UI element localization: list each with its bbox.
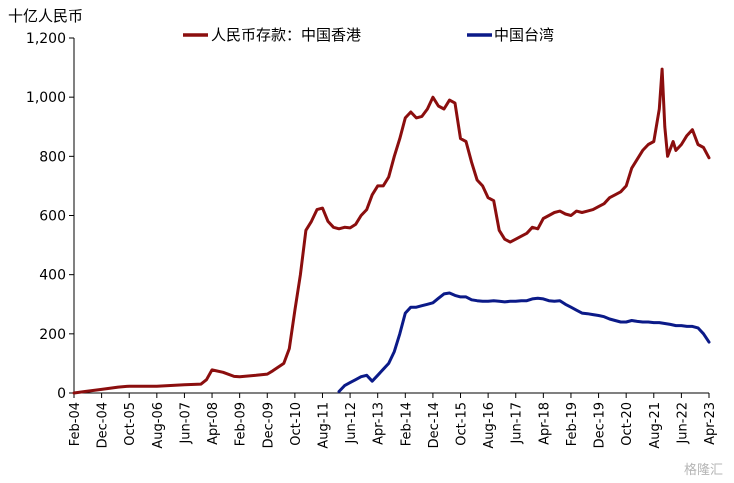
- x-tick-label: Aug-06: [151, 402, 166, 449]
- series-line-hk: [72, 67, 711, 395]
- x-axis: Feb-04 Dec-04 Oct-05 Aug-06 Jun-07 Apr-08 Feb-…: [68, 392, 718, 449]
- x-tick-label: Apr-18: [537, 402, 552, 445]
- series-line-tw: [337, 291, 711, 393]
- y-tick-label: 1,000: [26, 90, 66, 106]
- x-tick-label: Feb-14: [399, 402, 414, 446]
- y-tick-label: 200: [39, 327, 66, 343]
- x-tick-label: Feb-09: [234, 402, 249, 446]
- x-tick-label: Oct-10: [289, 402, 304, 446]
- y-tick-label: 600: [39, 209, 66, 225]
- y-unit-label: 十亿人民币: [8, 7, 83, 25]
- series-lines: [72, 67, 711, 395]
- x-tick-label: Dec-14: [427, 402, 442, 448]
- x-tick-label: Aug-11: [316, 402, 331, 449]
- y-tick-label: 0: [57, 386, 66, 402]
- x-tick-label: Jun-12: [344, 402, 359, 445]
- x-tick-label: Feb-04: [68, 402, 83, 446]
- watermark: 格隆汇: [684, 462, 723, 478]
- y-axis: 0 200 400 600 800 1,000 1,200: [26, 31, 75, 402]
- x-tick-label: Aug-16: [482, 402, 497, 449]
- x-tick-label: Dec-04: [96, 402, 111, 448]
- legend: 人民币存款：中国香港 中国台湾: [183, 26, 554, 44]
- x-tick-label: Apr-08: [206, 402, 221, 445]
- x-tick-label: Aug-21: [648, 402, 663, 449]
- x-tick-label: Oct-15: [455, 402, 470, 446]
- x-tick-label: Feb-19: [565, 402, 580, 446]
- legend-label-tw: 中国台湾: [494, 26, 554, 44]
- y-tick-label: 800: [39, 149, 66, 165]
- y-tick-label: 400: [39, 268, 66, 284]
- x-tick-label: Jun-17: [510, 402, 525, 445]
- x-tick-label: Dec-09: [261, 402, 276, 448]
- x-tick-label: Oct-20: [620, 402, 635, 446]
- x-tick-label: Apr-23: [703, 402, 718, 445]
- x-tick-label: Oct-05: [123, 402, 138, 446]
- y-tick-label: 1,200: [26, 31, 66, 47]
- x-tick-label: Apr-13: [372, 402, 387, 445]
- legend-label-hk: 人民币存款：中国香港: [211, 26, 361, 44]
- x-tick-label: Jun-07: [178, 402, 193, 445]
- x-tick-label: Jun-22: [675, 402, 690, 445]
- x-tick-label: Dec-19: [593, 402, 608, 448]
